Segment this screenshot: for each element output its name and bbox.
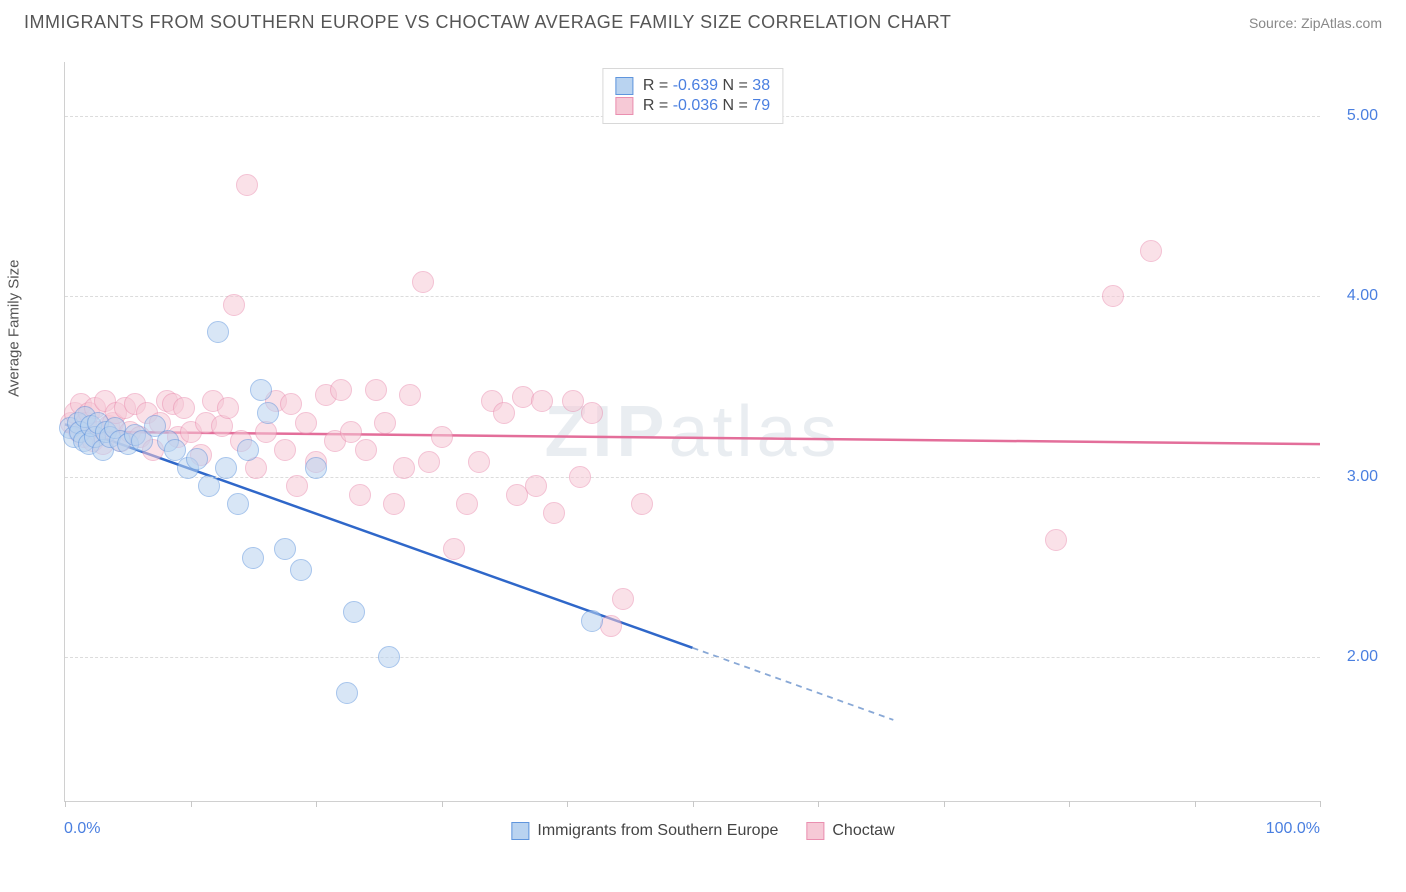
- legend-label: Immigrants from Southern Europe: [537, 822, 778, 840]
- x-tick-mark: [191, 801, 192, 807]
- x-tick-mark: [1320, 801, 1321, 807]
- legend-item: Choctaw: [806, 822, 894, 840]
- source-prefix: Source:: [1249, 15, 1301, 31]
- data-point: [543, 502, 565, 524]
- chart-container: Average Family Size ZIPatlas R = -0.639 …: [20, 52, 1386, 862]
- x-tick-mark: [316, 801, 317, 807]
- data-point: [468, 451, 490, 473]
- data-point: [286, 475, 308, 497]
- data-point: [383, 493, 405, 515]
- data-point: [393, 457, 415, 479]
- x-tick-mark: [1195, 801, 1196, 807]
- legend-label: Choctaw: [832, 822, 894, 840]
- data-point: [236, 174, 258, 196]
- data-point: [343, 601, 365, 623]
- x-tick-mark: [567, 801, 568, 807]
- y-axis-label: Average Family Size: [6, 260, 23, 397]
- data-point: [173, 397, 195, 419]
- data-point: [274, 538, 296, 560]
- source-link[interactable]: ZipAtlas.com: [1301, 15, 1382, 31]
- data-point: [305, 457, 327, 479]
- data-point: [531, 390, 553, 412]
- data-point: [290, 559, 312, 581]
- y-tick-label: 3.00: [1347, 468, 1378, 486]
- data-point: [378, 646, 400, 668]
- regression-lines: [65, 62, 1320, 801]
- legend-stats: R = -0.036 N = 79: [643, 97, 770, 115]
- data-point: [330, 379, 352, 401]
- x-tick-mark: [693, 801, 694, 807]
- y-tick-label: 5.00: [1347, 107, 1378, 125]
- legend-swatch: [806, 822, 824, 840]
- data-point: [374, 412, 396, 434]
- data-point: [349, 484, 371, 506]
- data-point: [250, 379, 272, 401]
- x-tick-mark: [442, 801, 443, 807]
- data-point: [215, 457, 237, 479]
- data-point: [493, 402, 515, 424]
- data-point: [431, 426, 453, 448]
- data-point: [223, 294, 245, 316]
- series-legend: Immigrants from Southern Europe Choctaw: [511, 822, 894, 840]
- data-point: [198, 475, 220, 497]
- data-point: [186, 448, 208, 470]
- data-point: [1102, 285, 1124, 307]
- data-point: [242, 547, 264, 569]
- y-tick-label: 4.00: [1347, 287, 1378, 305]
- y-tick-label: 2.00: [1347, 648, 1378, 666]
- gridline: [65, 657, 1320, 658]
- data-point: [525, 475, 547, 497]
- x-axis-min-label: 0.0%: [64, 820, 100, 838]
- data-point: [217, 397, 239, 419]
- data-point: [227, 493, 249, 515]
- x-tick-mark: [818, 801, 819, 807]
- data-point: [365, 379, 387, 401]
- legend-swatch: [511, 822, 529, 840]
- data-point: [581, 610, 603, 632]
- gridline: [65, 296, 1320, 297]
- x-tick-mark: [65, 801, 66, 807]
- correlation-legend: R = -0.639 N = 38 R = -0.036 N = 79: [602, 68, 783, 124]
- x-tick-mark: [944, 801, 945, 807]
- x-axis-max-label: 100.0%: [1266, 820, 1320, 838]
- legend-swatch: [615, 97, 633, 115]
- data-point: [1045, 529, 1067, 551]
- data-point: [340, 421, 362, 443]
- data-point: [412, 271, 434, 293]
- x-tick-mark: [1069, 801, 1070, 807]
- data-point: [600, 615, 622, 637]
- chart-header: IMMIGRANTS FROM SOUTHERN EUROPE VS CHOCT…: [0, 0, 1406, 41]
- data-point: [1140, 240, 1162, 262]
- data-point: [581, 402, 603, 424]
- legend-item: Immigrants from Southern Europe: [511, 822, 778, 840]
- data-point: [237, 439, 259, 461]
- source-attribution: Source: ZipAtlas.com: [1249, 15, 1382, 31]
- data-point: [631, 493, 653, 515]
- data-point: [274, 439, 296, 461]
- data-point: [280, 393, 302, 415]
- data-point: [418, 451, 440, 473]
- data-point: [456, 493, 478, 515]
- data-point: [207, 321, 229, 343]
- plot-area: ZIPatlas R = -0.639 N = 38R = -0.036 N =…: [64, 62, 1320, 802]
- data-point: [295, 412, 317, 434]
- data-point: [399, 384, 421, 406]
- legend-row: R = -0.639 N = 38: [615, 77, 770, 95]
- data-point: [355, 439, 377, 461]
- data-point: [336, 682, 358, 704]
- data-point: [569, 466, 591, 488]
- legend-stats: R = -0.639 N = 38: [643, 77, 770, 95]
- chart-title: IMMIGRANTS FROM SOUTHERN EUROPE VS CHOCT…: [24, 12, 951, 33]
- data-point: [443, 538, 465, 560]
- legend-row: R = -0.036 N = 79: [615, 97, 770, 115]
- data-point: [612, 588, 634, 610]
- legend-swatch: [615, 77, 633, 95]
- data-point: [257, 402, 279, 424]
